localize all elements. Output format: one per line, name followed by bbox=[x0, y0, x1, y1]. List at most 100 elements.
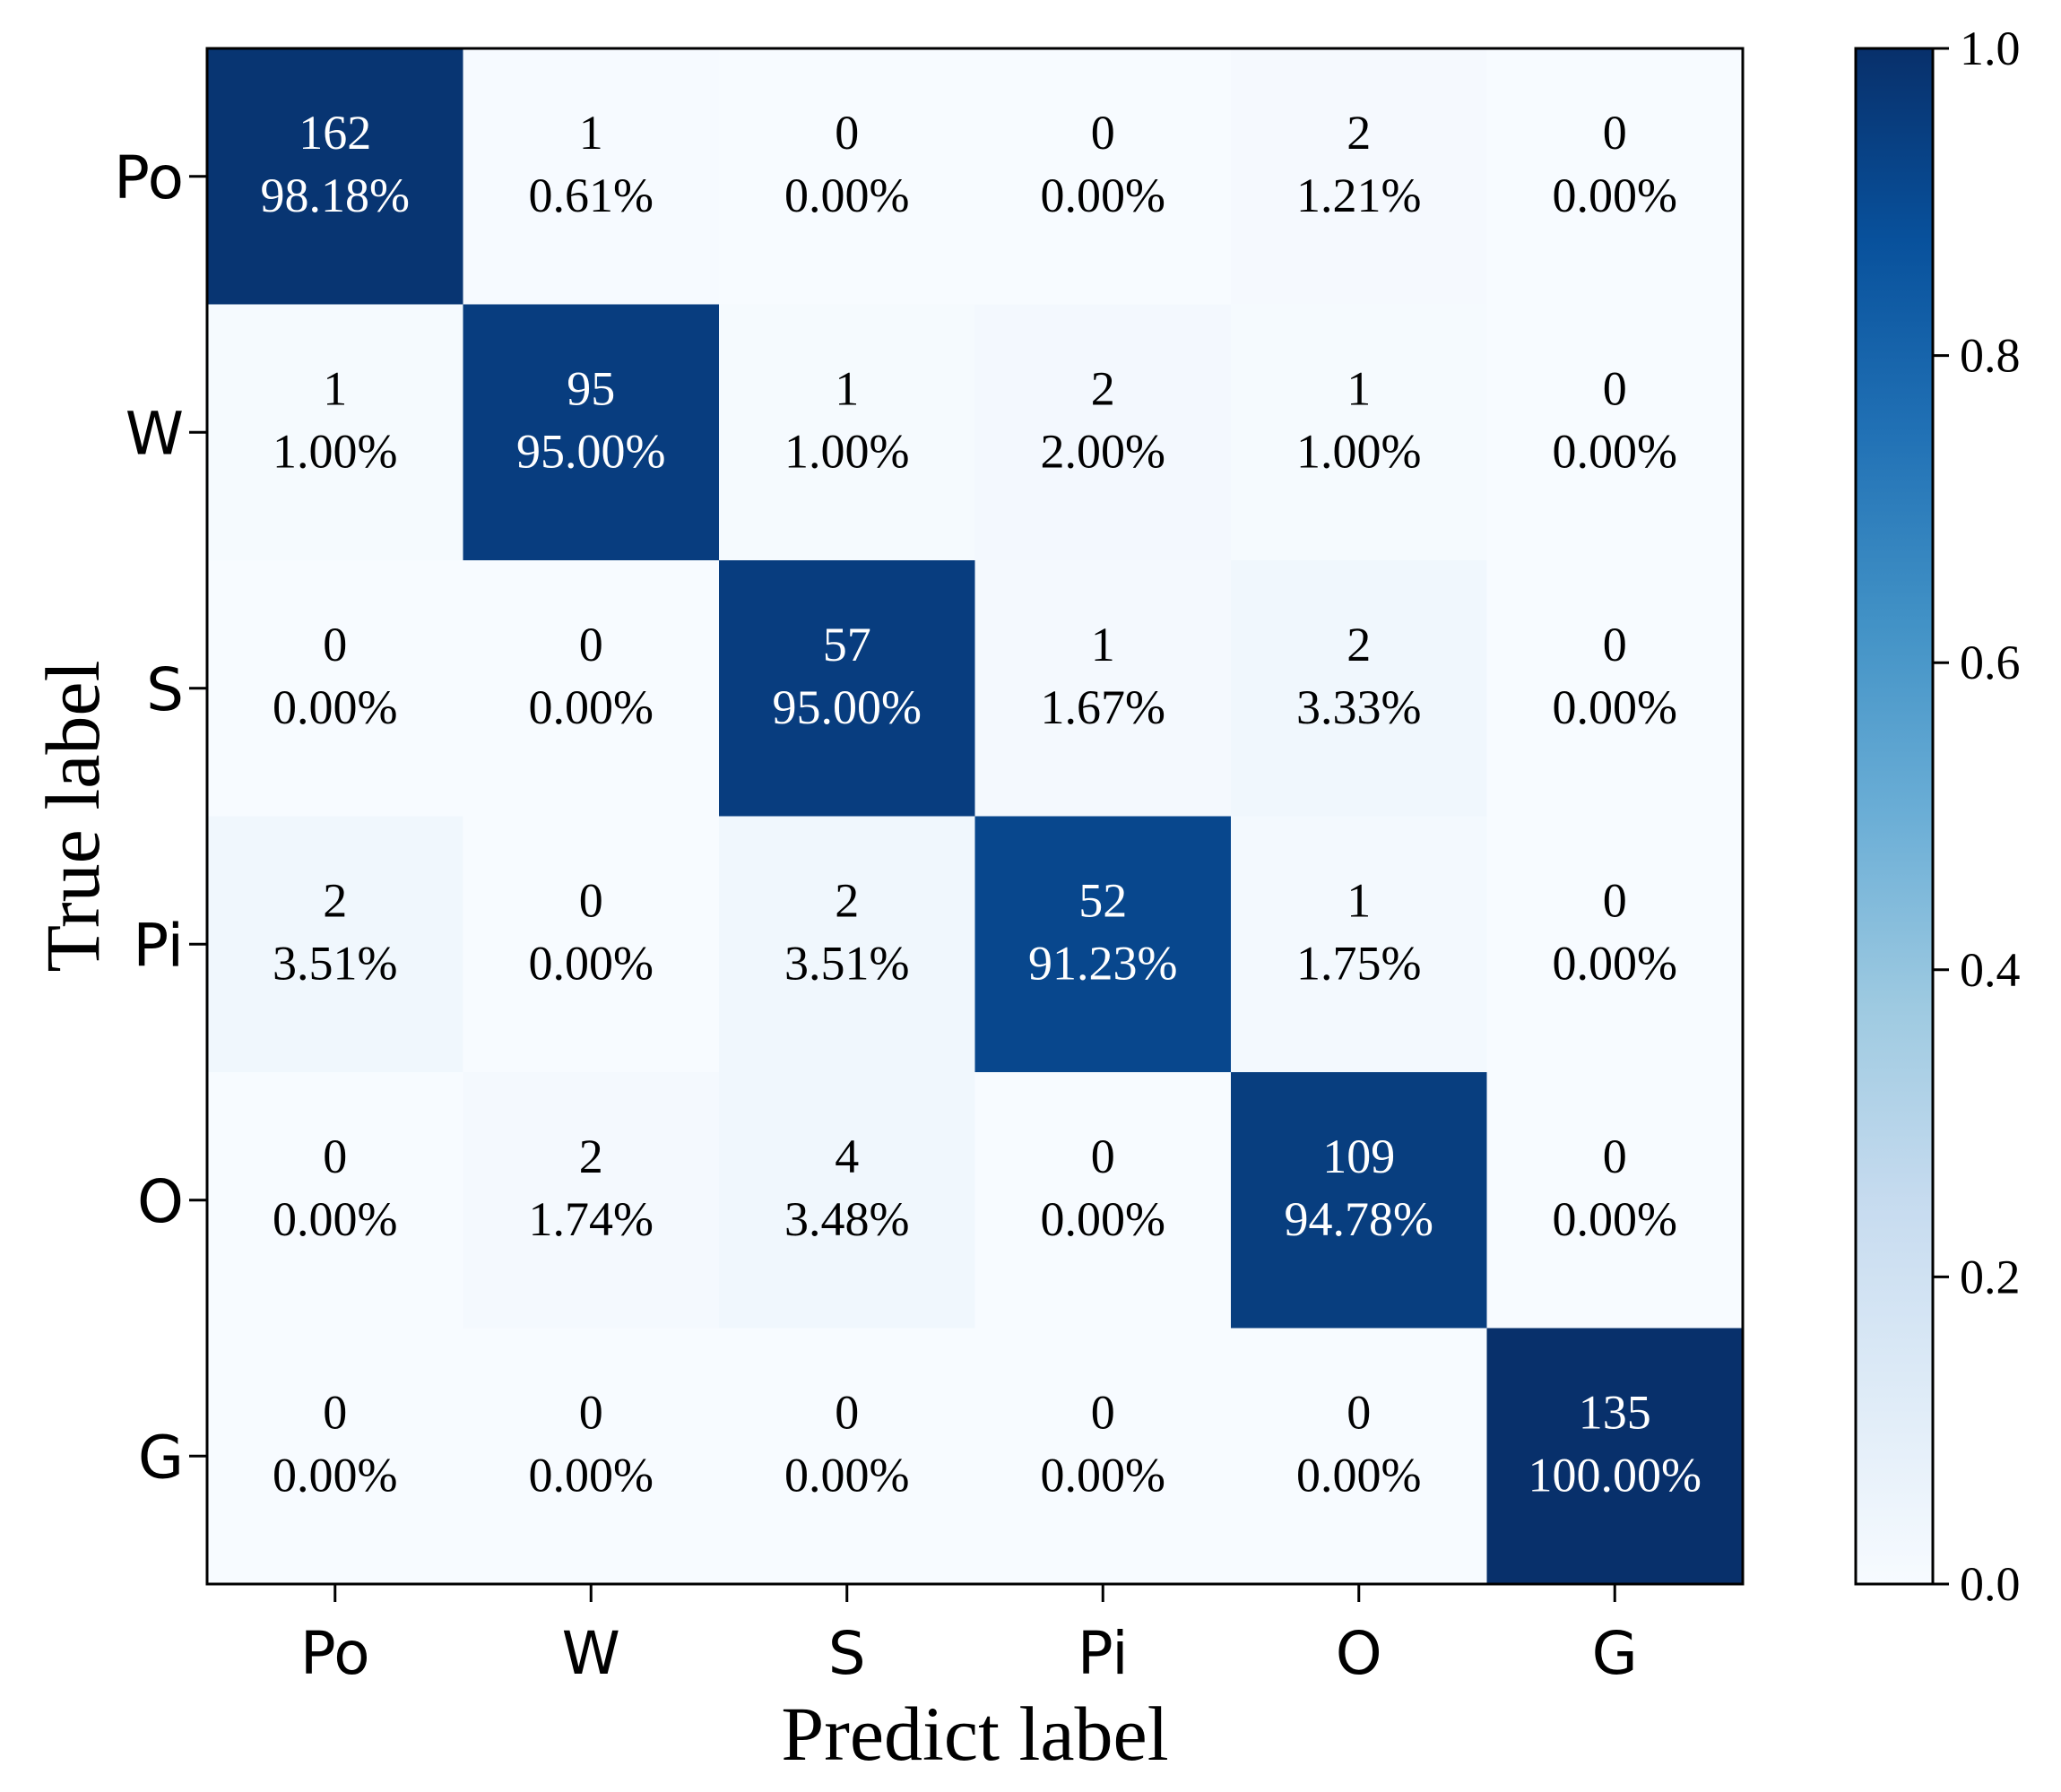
cell-count-label: 0 bbox=[835, 1386, 859, 1440]
cell-percent-label: 1.00% bbox=[273, 425, 397, 479]
cell-count-label: 1 bbox=[835, 362, 859, 416]
cell-percent-label: 0.00% bbox=[273, 680, 397, 734]
heatmap-cell-Pi-W bbox=[463, 816, 720, 1073]
cell-count-label: 135 bbox=[1579, 1386, 1651, 1440]
heatmap-cell-G-G bbox=[1486, 1328, 1744, 1585]
heatmap-cell-S-Po bbox=[207, 560, 464, 818]
heatmap-cell-G-O bbox=[1231, 1328, 1488, 1585]
cell-percent-label: 95.00% bbox=[516, 425, 665, 479]
cell-count-label: 0 bbox=[579, 618, 603, 671]
colorbar-tick-label: 0.8 bbox=[1960, 329, 2021, 383]
cell-labels: 162 98.18% 1 0.61% 0 0.00% 0 0.00% 2 1.21% 0 0.00% 1… bbox=[261, 106, 1702, 1502]
cell-percent-label: 1.74% bbox=[529, 1192, 654, 1246]
heatmap-cell-S-W bbox=[463, 560, 720, 818]
y-axis-ticks: Po W S Pi O G bbox=[114, 143, 207, 1492]
x-tick-label: Pi bbox=[1078, 1619, 1129, 1688]
cell-percent-label: 1.00% bbox=[1296, 425, 1421, 479]
cell-percent-label: 1.00% bbox=[784, 425, 909, 479]
heatmap-cell-O-O bbox=[1231, 1072, 1488, 1329]
heatmap-cell-S-O bbox=[1231, 560, 1488, 818]
cell-percent-label: 0.00% bbox=[529, 680, 654, 734]
colorbar-frame bbox=[1854, 47, 1935, 1586]
cell-percent-label: 3.51% bbox=[784, 937, 909, 991]
cell-percent-label: 0.00% bbox=[1553, 937, 1677, 991]
x-axis-title: Predict label bbox=[781, 1691, 1168, 1777]
colorbar: 0.0 0.2 0.4 0.6 0.8 1.0 bbox=[1854, 22, 2021, 1611]
x-tick-label: Po bbox=[300, 1619, 370, 1688]
cell-percent-label: 94.78% bbox=[1285, 1192, 1433, 1246]
heatmap-cell-W-Po bbox=[207, 304, 464, 561]
heatmap-cell-Pi-Po bbox=[207, 816, 464, 1073]
cell-percent-label: 0.00% bbox=[784, 169, 909, 222]
cell-count-label: 1 bbox=[323, 362, 347, 416]
heatmap-cell-W-Pi bbox=[974, 304, 1232, 561]
heatmap-cell-G-W bbox=[463, 1328, 720, 1585]
cell-percent-label: 0.00% bbox=[1553, 680, 1677, 734]
heatmap-cell-S-G bbox=[1486, 560, 1744, 818]
colorbar-gradient bbox=[1856, 48, 1933, 1584]
heatmap-cell-Po-Pi bbox=[974, 48, 1232, 306]
cell-count-label: 1 bbox=[1091, 618, 1115, 671]
cell-count-label: 0 bbox=[1603, 106, 1627, 160]
y-tick-label: O bbox=[137, 1167, 184, 1236]
cell-percent-label: 0.00% bbox=[1553, 169, 1677, 222]
x-tick-label: W bbox=[562, 1619, 620, 1688]
cell-count-label: 2 bbox=[835, 874, 859, 928]
cell-count-label: 1 bbox=[1347, 874, 1371, 928]
cell-percent-label: 1.21% bbox=[1296, 169, 1421, 222]
heatmap-cell-G-Pi bbox=[974, 1328, 1232, 1585]
cell-count-label: 0 bbox=[323, 1386, 347, 1440]
cell-count-label: 0 bbox=[323, 1130, 347, 1183]
colorbar-tick-label: 1.0 bbox=[1960, 22, 2021, 75]
cell-count-label: 0 bbox=[1091, 1386, 1115, 1440]
cell-count-label: 0 bbox=[579, 1386, 603, 1440]
heatmap-cell-W-O bbox=[1231, 304, 1488, 561]
colorbar-ticks: 0.0 0.2 0.4 0.6 0.8 1.0 bbox=[1933, 22, 2021, 1611]
cell-percent-label: 95.00% bbox=[773, 680, 922, 734]
heatmap-cell-Pi-S bbox=[719, 816, 976, 1073]
heatmap-cell-S-S bbox=[719, 560, 976, 818]
cell-count-label: 109 bbox=[1322, 1130, 1395, 1183]
cell-count-label: 1 bbox=[1347, 362, 1371, 416]
heatmap-cell-W-S bbox=[719, 304, 976, 561]
cell-percent-label: 100.00% bbox=[1528, 1449, 1702, 1502]
cell-percent-label: 0.00% bbox=[273, 1192, 397, 1246]
heatmap-cell-G-Po bbox=[207, 1328, 464, 1585]
cell-percent-label: 3.51% bbox=[273, 937, 397, 991]
cell-percent-label: 0.00% bbox=[1553, 425, 1677, 479]
cell-percent-label: 1.75% bbox=[1296, 937, 1421, 991]
plot-frame bbox=[205, 47, 1745, 1586]
cell-percent-label: 1.67% bbox=[1041, 680, 1165, 734]
cell-count-label: 0 bbox=[1603, 618, 1627, 671]
cell-percent-label: 0.00% bbox=[1041, 169, 1165, 222]
cell-count-label: 2 bbox=[579, 1130, 603, 1183]
cell-percent-label: 0.00% bbox=[1041, 1449, 1165, 1502]
colorbar-tick-label: 0.2 bbox=[1960, 1250, 2021, 1303]
y-tick-label: Po bbox=[114, 143, 184, 212]
heatmap-cell-O-Po bbox=[207, 1072, 464, 1329]
heatmap-cell-Po-G bbox=[1486, 48, 1744, 306]
y-axis-title: True label bbox=[30, 661, 116, 973]
cell-count-label: 2 bbox=[1347, 618, 1371, 671]
cell-percent-label: 0.00% bbox=[784, 1449, 909, 1502]
cell-percent-label: 0.00% bbox=[1041, 1192, 1165, 1246]
cell-count-label: 0 bbox=[1091, 1130, 1115, 1183]
cell-count-label: 95 bbox=[567, 362, 615, 416]
cell-count-label: 2 bbox=[1347, 106, 1371, 160]
heatmap-cell-Po-Po bbox=[207, 48, 464, 306]
heatmap-cell-O-G bbox=[1486, 1072, 1744, 1329]
heatmap-cell-Pi-Pi bbox=[974, 816, 1232, 1073]
y-tick-label: Pi bbox=[133, 911, 184, 980]
cell-count-label: 0 bbox=[835, 106, 859, 160]
cell-count-label: 162 bbox=[299, 106, 371, 160]
cell-count-label: 4 bbox=[835, 1130, 859, 1183]
cell-percent-label: 3.33% bbox=[1296, 680, 1421, 734]
heatmap-cell-Po-O bbox=[1231, 48, 1488, 306]
heatmap-cell-Po-S bbox=[719, 48, 976, 306]
x-tick-label: O bbox=[1336, 1619, 1382, 1688]
heatmap-cells bbox=[207, 48, 1744, 1585]
cell-count-label: 0 bbox=[1603, 874, 1627, 928]
cell-count-label: 0 bbox=[1091, 106, 1115, 160]
colorbar-tick-label: 0.4 bbox=[1960, 943, 2021, 997]
